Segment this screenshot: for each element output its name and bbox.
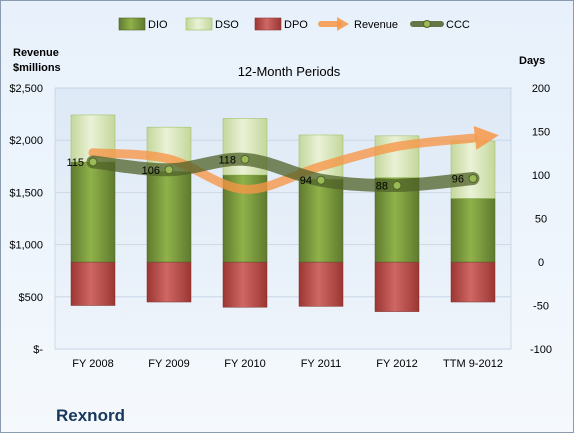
ccc-data-label: 115 (66, 157, 84, 169)
revenue-arrowhead (473, 125, 499, 150)
axis-ticks: $- $500 $1,000 $1,500 $2,000 $2,500 -100 -50 0 50… (9, 83, 552, 370)
bar-dpo (70, 261, 116, 306)
bar-dpo (146, 261, 192, 303)
ccc-data-label: 88 (376, 180, 388, 192)
revenue-series (88, 125, 499, 194)
legend-swatch-dso (185, 17, 213, 31)
left-axis-title-line2: $millions (13, 62, 61, 74)
ccc-point (316, 175, 326, 185)
legend-label-dpo: DPO (284, 19, 308, 31)
x-tick-label: FY 2008 (72, 358, 113, 370)
legend-swatch-ccc (410, 20, 444, 28)
bar-dio (298, 179, 344, 263)
bar-dso (450, 140, 496, 199)
legend-label-dso: DSO (215, 19, 239, 31)
right-tick-label: 50 (535, 214, 547, 226)
bar-dio (70, 161, 116, 263)
ccc-point (164, 165, 174, 175)
right-axis-title: Days (519, 55, 545, 67)
x-tick-label: TTM 9-2012 (443, 358, 503, 370)
bar-dpo (450, 261, 496, 303)
bar-dpo (298, 261, 344, 307)
right-tick-label: 0 (538, 257, 544, 269)
plot-area (54, 87, 512, 350)
legend-swatch-revenue (318, 17, 349, 31)
left-tick-label: $2,000 (9, 135, 43, 147)
left-tick-label: $2,500 (9, 83, 43, 95)
bars (70, 114, 496, 312)
ccc-line (86, 152, 480, 192)
legend: DIO DSO DPO Revenue CCC (118, 17, 470, 31)
ccc-data-label: 118 (218, 154, 236, 166)
left-tick-label: $1,500 (9, 187, 43, 199)
legend-swatch-dpo (254, 17, 282, 31)
legend-label-dio: DIO (148, 19, 168, 31)
bar-dpo (222, 261, 268, 308)
ccc-point (88, 157, 98, 167)
revenue-line (88, 133, 478, 194)
chart-title: 12-Month Periods (238, 64, 341, 79)
x-tick-label: FY 2011 (301, 358, 342, 370)
bar-dpo (374, 261, 420, 312)
right-tick-label: -100 (530, 344, 552, 356)
gridlines (55, 87, 511, 350)
company-name: Rexnord (56, 406, 125, 425)
x-tick-label: FY 2009 (148, 358, 189, 370)
left-tick-label: $- (33, 344, 43, 356)
bar-dio (450, 198, 496, 263)
left-tick-label: $1,000 (9, 240, 43, 252)
legend-label-revenue: Revenue (354, 19, 398, 31)
ccc-point (468, 173, 478, 183)
right-tick-label: 200 (532, 83, 550, 95)
ccc-data-label: 94 (300, 175, 312, 187)
right-tick-label: 100 (532, 170, 550, 182)
right-tick-label: 150 (532, 127, 550, 139)
left-axis-title-line1: Revenue (13, 47, 59, 59)
legend-swatch-dio (118, 17, 146, 31)
left-tick-label: $500 (19, 292, 43, 304)
legend-label-ccc: CCC (446, 19, 470, 31)
x-tick-label: FY 2012 (376, 358, 417, 370)
ccc-point (392, 180, 402, 190)
right-tick-label: -50 (533, 301, 549, 313)
ccc-data-label: 106 (142, 165, 160, 177)
x-tick-label: FY 2010 (224, 358, 265, 370)
ccc-series: 115 106 118 94 88 96 (66, 152, 480, 192)
ccc-point (240, 154, 250, 164)
bar-dio (146, 171, 192, 263)
ccc-data-label: 96 (452, 173, 464, 185)
